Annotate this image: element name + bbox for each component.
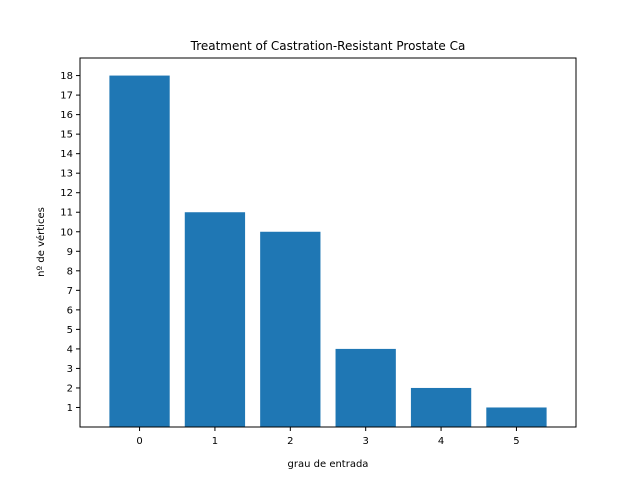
- y-tick-label: 16: [60, 110, 73, 121]
- bar-0: [109, 75, 170, 428]
- y-tick-label: 6: [67, 305, 73, 316]
- y-tick-label: 8: [67, 266, 73, 277]
- x-axis-label: grau de entrada: [288, 459, 369, 470]
- bars-group: [109, 75, 547, 428]
- bar-3: [335, 348, 396, 427]
- y-tick-label: 14: [60, 149, 73, 160]
- x-tick-label: 5: [513, 436, 519, 447]
- x-tick-label: 3: [363, 436, 369, 447]
- chart-title: Treatment of Castration-Resistant Prosta…: [190, 39, 466, 53]
- bar-2: [260, 231, 321, 427]
- x-tick-label: 0: [136, 436, 142, 447]
- y-tick-label: 10: [60, 227, 73, 238]
- x-tick-label: 4: [438, 436, 444, 447]
- bar-4: [410, 387, 472, 427]
- y-tick-label: 2: [67, 383, 73, 394]
- x-axis-ticks: 0 1 2 3 4 5: [136, 427, 520, 447]
- y-tick-label: 17: [60, 91, 73, 102]
- bar-5: [486, 407, 547, 427]
- x-tick-label: 2: [287, 436, 293, 447]
- x-tick-label: 1: [212, 436, 218, 447]
- y-tick-label: 12: [60, 188, 73, 199]
- y-tick-label: 13: [60, 169, 73, 180]
- y-tick-label: 11: [60, 208, 73, 219]
- y-tick-label: 18: [60, 71, 73, 82]
- plot-frame: [79, 57, 577, 428]
- y-tick-label: 4: [67, 344, 73, 355]
- y-axis-label: nº de vértices: [35, 207, 47, 277]
- y-tick-label: 7: [67, 286, 73, 297]
- y-tick-label: 9: [67, 247, 73, 258]
- y-tick-label: 1: [67, 403, 73, 414]
- bar-1: [184, 212, 246, 427]
- y-tick-label: 5: [67, 325, 73, 336]
- y-tick-label: 3: [67, 364, 73, 375]
- y-tick-label: 15: [60, 130, 73, 141]
